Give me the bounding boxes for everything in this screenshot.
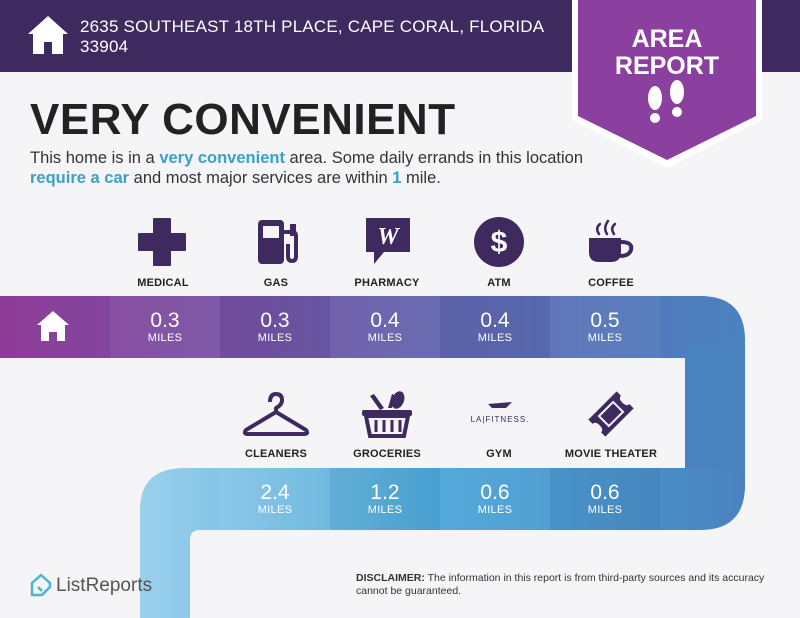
gas-distance: 0.3 MILES [257,309,293,345]
gym-label: GYM [486,448,512,460]
listreports-logo-icon [30,573,52,597]
svg-text:W: W [377,224,400,250]
gas-label: GAS [263,277,289,289]
movie-theater-distance: 0.6 MILES [587,481,623,517]
atm-distance: 0.4 MILES [477,309,513,345]
la-fitness-logo-text: LA|FITNESS. [471,415,530,424]
cleaners-distance: 2.4 MILES [257,481,293,517]
page-title: VERY CONVENIENT [30,95,456,144]
home-start-icon [37,311,69,341]
gym-distance: 0.6 MILES [477,481,513,517]
movie-theater-label: MOVIE THEATER [564,448,658,460]
grocery-basket-icon [362,391,412,438]
disclaimer-text: DISCLAIMER: The information in this repo… [356,572,765,597]
dollar-coin-icon: $ [474,217,524,267]
hanger-icon [242,392,310,436]
pharmacy-label: PHARMACY [354,277,420,289]
brand-name: ListReports [56,575,153,596]
gas-pump-icon [258,220,298,264]
coffee-label: COFFEE [588,277,634,289]
pharmacy-distance: 0.4 MILES [367,309,403,345]
coffee-distance: 0.5 MILES [587,309,623,345]
movie-ticket-icon [588,391,634,437]
medical-cross-icon [138,218,186,266]
la-fitness-logo-icon: LA|FITNESS. [471,402,530,424]
svg-text:$: $ [491,226,508,259]
medical-label: MEDICAL [137,277,189,289]
address-text: 2635 SOUTHEAST 18TH PLACE, CAPE CORAL, F… [80,17,544,56]
area-report-badge [572,0,762,168]
atm-label: ATM [487,277,511,289]
cleaners-label: CLEANERS [244,448,308,460]
home-icon [28,16,68,54]
groceries-distance: 1.2 MILES [367,481,403,517]
groceries-label: GROCERIES [353,448,421,460]
badge-title: AREA REPORT [614,25,720,80]
walgreens-logo-icon: W [366,218,410,264]
footprints-icon [648,80,684,123]
description-text: This home is in a very convenient area. … [30,149,584,187]
coffee-cup-icon [589,219,634,262]
medical-distance: 0.3 MILES [147,309,183,345]
